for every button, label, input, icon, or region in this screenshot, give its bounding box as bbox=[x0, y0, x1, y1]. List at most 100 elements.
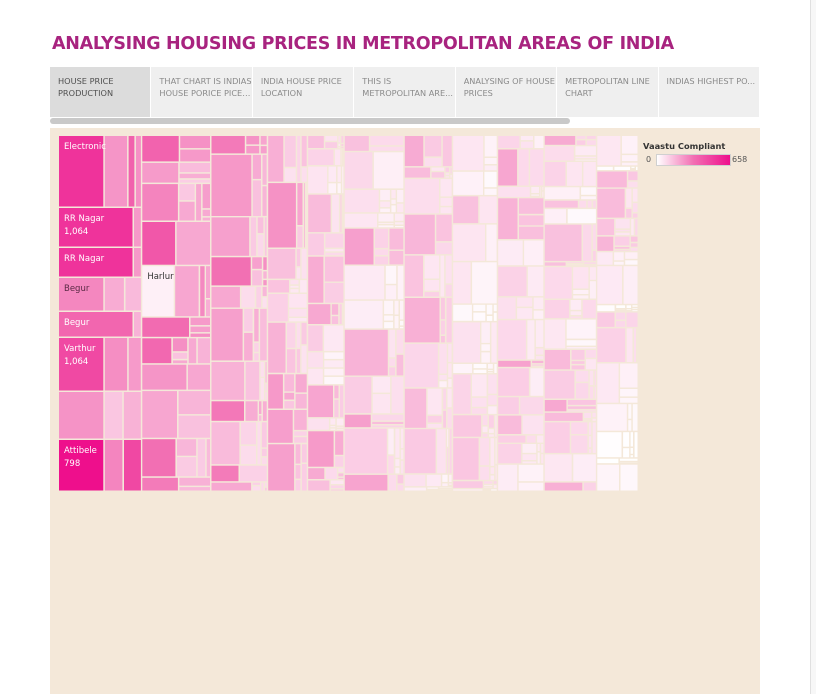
treemap-rect[interactable] bbox=[260, 308, 267, 361]
treemap-rect[interactable] bbox=[448, 363, 452, 378]
treemap-rect[interactable] bbox=[261, 457, 267, 465]
treemap-rect[interactable] bbox=[254, 308, 259, 342]
treemap-rect[interactable] bbox=[380, 201, 390, 208]
treemap-rect[interactable] bbox=[389, 358, 396, 366]
treemap-rect[interactable] bbox=[439, 381, 447, 388]
treemap-rect[interactable] bbox=[481, 352, 490, 363]
treemap-rect[interactable] bbox=[544, 319, 566, 349]
treemap-rect[interactable] bbox=[59, 278, 104, 311]
treemap-rect[interactable] bbox=[344, 265, 385, 300]
treemap-rect[interactable] bbox=[344, 300, 383, 329]
treemap-rect[interactable] bbox=[479, 196, 497, 224]
treemap-rect[interactable] bbox=[571, 365, 585, 370]
treemap-rect[interactable] bbox=[449, 483, 452, 485]
treemap-rect[interactable] bbox=[341, 147, 344, 148]
treemap-rect[interactable] bbox=[308, 194, 331, 233]
treemap-rect[interactable] bbox=[211, 257, 251, 286]
treemap-rect[interactable] bbox=[134, 312, 141, 337]
treemap-rect[interactable] bbox=[59, 392, 104, 439]
treemap-rect[interactable] bbox=[211, 154, 252, 216]
treemap-rect[interactable] bbox=[473, 369, 487, 373]
treemap-rect[interactable] bbox=[244, 308, 253, 332]
treemap-rect[interactable] bbox=[388, 474, 397, 491]
treemap-rect[interactable] bbox=[498, 360, 531, 367]
treemap-rect[interactable] bbox=[260, 362, 264, 377]
treemap-rect[interactable] bbox=[531, 187, 539, 193]
treemap-rect[interactable] bbox=[370, 146, 404, 151]
treemap-rect[interactable] bbox=[493, 304, 497, 312]
treemap-rect[interactable] bbox=[396, 329, 404, 354]
treemap-rect[interactable] bbox=[268, 183, 296, 248]
treemap-rect[interactable] bbox=[592, 412, 596, 418]
treemap-rect[interactable] bbox=[335, 149, 341, 166]
treemap-rect[interactable] bbox=[262, 286, 267, 297]
treemap-rect[interactable] bbox=[567, 162, 582, 186]
treemap-rect[interactable] bbox=[632, 203, 638, 212]
treemap-rect[interactable] bbox=[394, 300, 399, 315]
treemap-rect[interactable] bbox=[190, 326, 211, 333]
treemap-rect[interactable] bbox=[472, 397, 487, 407]
treemap-rect[interactable] bbox=[623, 432, 630, 447]
treemap-rect[interactable] bbox=[491, 489, 497, 491]
treemap-rect[interactable] bbox=[623, 448, 630, 458]
treemap-rect[interactable] bbox=[544, 224, 582, 261]
treemap-rect[interactable] bbox=[404, 487, 426, 491]
treemap-rect[interactable] bbox=[498, 198, 518, 239]
treemap-rect[interactable] bbox=[621, 136, 638, 154]
treemap-rect[interactable] bbox=[583, 482, 596, 491]
treemap-rect[interactable] bbox=[484, 485, 493, 487]
treemap-rect[interactable] bbox=[308, 166, 328, 194]
treemap-rect[interactable] bbox=[257, 234, 264, 256]
treemap-rect[interactable] bbox=[576, 140, 586, 145]
treemap-rect[interactable] bbox=[518, 149, 529, 186]
treemap-rect[interactable] bbox=[495, 438, 497, 464]
treemap-rect[interactable] bbox=[453, 171, 483, 195]
treemap-rect[interactable] bbox=[325, 233, 344, 248]
treemap-rect[interactable] bbox=[259, 401, 262, 414]
treemap-rect[interactable] bbox=[544, 412, 583, 421]
treemap-rect[interactable] bbox=[447, 448, 449, 474]
treemap-rect[interactable] bbox=[537, 444, 540, 451]
treemap-rect[interactable] bbox=[324, 360, 344, 368]
treemap-rect[interactable] bbox=[397, 190, 404, 203]
treemap-rect[interactable] bbox=[498, 149, 518, 186]
treemap-rect[interactable] bbox=[197, 439, 206, 477]
treemap-rect[interactable] bbox=[442, 483, 448, 487]
treemap-rect[interactable] bbox=[104, 278, 124, 311]
treemap-rect[interactable] bbox=[290, 285, 299, 288]
treemap-rect[interactable] bbox=[388, 428, 394, 455]
treemap-rect[interactable] bbox=[337, 183, 341, 194]
treemap-rect[interactable] bbox=[211, 286, 240, 308]
treemap-rect[interactable] bbox=[484, 171, 497, 188]
treemap-rect[interactable] bbox=[257, 217, 264, 234]
treemap-rect[interactable] bbox=[375, 256, 388, 265]
treemap-rect[interactable] bbox=[594, 386, 596, 399]
treemap-rect[interactable] bbox=[179, 487, 210, 491]
treemap-rect[interactable] bbox=[597, 188, 625, 218]
treemap-rect[interactable] bbox=[287, 322, 296, 348]
treemap-rect[interactable] bbox=[289, 294, 307, 308]
treemap-rect[interactable] bbox=[284, 136, 296, 167]
treemap-rect[interactable] bbox=[489, 429, 494, 433]
treemap-rect[interactable] bbox=[486, 224, 497, 261]
treemap-rect[interactable] bbox=[336, 429, 344, 430]
treemap-rect[interactable] bbox=[489, 434, 494, 437]
treemap-rect[interactable] bbox=[625, 260, 638, 265]
treemap-rect[interactable] bbox=[301, 249, 307, 279]
treemap-rect[interactable] bbox=[344, 152, 373, 189]
treemap-rect[interactable] bbox=[336, 426, 344, 428]
treemap-rect[interactable] bbox=[530, 368, 544, 396]
treemap-rect[interactable] bbox=[628, 181, 638, 188]
treemap-rect[interactable] bbox=[424, 255, 440, 279]
treemap-rect[interactable] bbox=[344, 428, 387, 474]
treemap-rect[interactable] bbox=[338, 147, 340, 149]
treemap-rect[interactable] bbox=[202, 209, 210, 217]
treemap-rect[interactable] bbox=[489, 415, 494, 428]
treemap-rect[interactable] bbox=[631, 219, 634, 236]
treemap-rect[interactable] bbox=[261, 422, 267, 448]
treemap-rect[interactable] bbox=[616, 305, 626, 308]
treemap-rect[interactable] bbox=[484, 136, 497, 157]
treemap-rect[interactable] bbox=[294, 410, 307, 430]
treemap-rect[interactable] bbox=[284, 168, 296, 182]
treemap-rect[interactable] bbox=[517, 297, 533, 307]
